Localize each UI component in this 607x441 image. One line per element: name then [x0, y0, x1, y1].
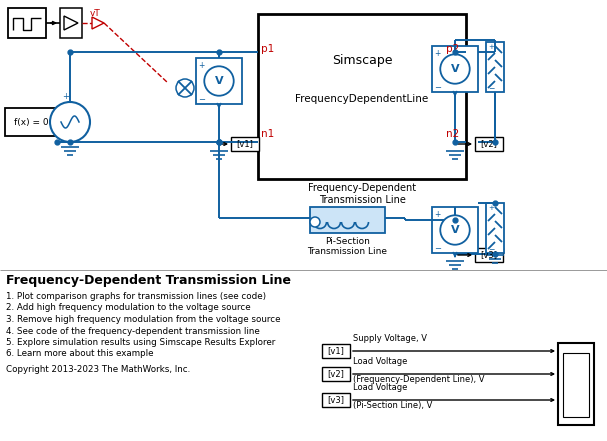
Text: [v3]: [v3]: [481, 250, 498, 259]
Bar: [475, 137, 503, 151]
Text: (Pi-Section Line), V: (Pi-Section Line), V: [353, 401, 432, 410]
Text: 1. Plot comparison graphs for transmission lines (see code): 1. Plot comparison graphs for transmissi…: [6, 292, 266, 301]
Text: V: V: [450, 225, 459, 235]
Text: 6. Learn more about this example: 6. Learn more about this example: [6, 350, 154, 359]
Bar: [322, 393, 350, 407]
Text: −: −: [66, 138, 73, 147]
Bar: [196, 58, 242, 104]
Bar: [322, 344, 350, 358]
Text: Load Voltage: Load Voltage: [353, 383, 407, 392]
Text: FrequencyDependentLine: FrequencyDependentLine: [296, 94, 429, 104]
Text: V: V: [215, 76, 223, 86]
Circle shape: [205, 66, 234, 96]
Circle shape: [310, 217, 320, 227]
Bar: [432, 207, 478, 253]
Text: +: +: [434, 49, 440, 58]
Bar: [432, 46, 478, 92]
Text: Supply Voltage, V: Supply Voltage, V: [353, 334, 427, 343]
Bar: [310, 207, 385, 233]
Text: 5. Explore simulation results using Simscape Results Explorer: 5. Explore simulation results using Sims…: [6, 338, 276, 347]
Circle shape: [440, 54, 470, 84]
Text: 4. See code of the frequency-dependent transmission line: 4. See code of the frequency-dependent t…: [6, 326, 260, 336]
Text: 2. Add high frequency modulation to the voltage source: 2. Add high frequency modulation to the …: [6, 303, 251, 313]
Polygon shape: [92, 17, 104, 29]
Circle shape: [176, 79, 194, 97]
Circle shape: [440, 215, 470, 245]
Bar: [475, 248, 503, 262]
Bar: [558, 343, 594, 425]
Bar: [8, 8, 46, 38]
Text: +: +: [62, 92, 69, 101]
Bar: [486, 203, 504, 253]
Text: [v2]: [v2]: [481, 139, 498, 149]
Text: [v2]: [v2]: [328, 370, 344, 378]
Text: V: V: [450, 64, 459, 74]
Text: +: +: [434, 210, 440, 219]
Text: −: −: [434, 83, 441, 92]
Text: [v3]: [v3]: [328, 396, 345, 404]
Text: Load Voltage: Load Voltage: [353, 357, 407, 366]
Text: p1: p1: [261, 44, 274, 54]
Bar: [563, 353, 589, 417]
Text: vT: vT: [90, 9, 101, 18]
Text: f(x) = 0: f(x) = 0: [14, 117, 49, 127]
Text: −: −: [434, 244, 441, 253]
Text: Simscape: Simscape: [332, 54, 392, 67]
Text: Copyright 2013-2023 The MathWorks, Inc.: Copyright 2013-2023 The MathWorks, Inc.: [6, 365, 190, 374]
Text: [v1]: [v1]: [237, 139, 254, 149]
Text: [v1]: [v1]: [328, 347, 344, 355]
Text: (Frequency-Dependent Line), V: (Frequency-Dependent Line), V: [353, 375, 484, 384]
Bar: [60, 8, 82, 38]
Text: +: +: [488, 44, 494, 50]
Text: Pi-Section
Transmission Line: Pi-Section Transmission Line: [308, 237, 387, 256]
Text: +: +: [488, 205, 494, 211]
Bar: [231, 137, 259, 151]
Text: n1: n1: [261, 129, 274, 139]
Text: −: −: [198, 95, 205, 104]
Text: p2: p2: [446, 44, 459, 54]
Bar: [5, 108, 57, 136]
Bar: [322, 367, 350, 381]
Bar: [258, 14, 466, 179]
Text: −: −: [488, 245, 494, 254]
Bar: [486, 42, 504, 92]
Circle shape: [50, 102, 90, 142]
Text: −: −: [488, 84, 494, 93]
Text: n2: n2: [446, 129, 459, 139]
Text: 3. Remove high frequency modulation from the voltage source: 3. Remove high frequency modulation from…: [6, 315, 280, 324]
Text: Frequency-Dependent Transmission Line: Frequency-Dependent Transmission Line: [6, 274, 291, 287]
Text: Frequency-Dependent
Transmission Line: Frequency-Dependent Transmission Line: [308, 183, 416, 205]
Text: +: +: [198, 61, 205, 70]
